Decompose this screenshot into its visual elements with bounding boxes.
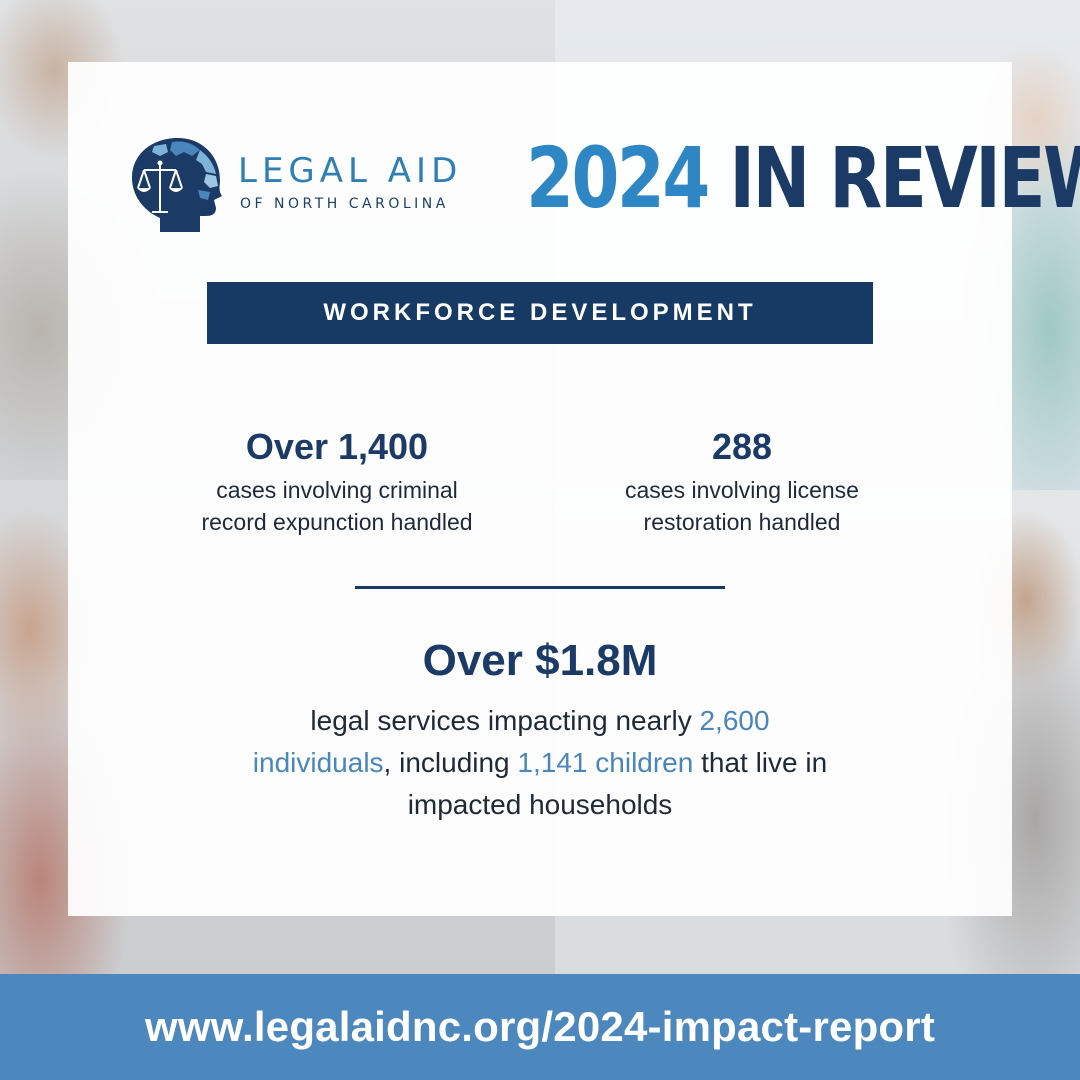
content-card: LEGAL AID OF NORTH CAROLINA 2024 IN REVI… [68,62,1080,916]
stat-description: cases involving license restoration hand… [555,474,929,538]
stat-description-line: cases involving criminal [216,477,458,503]
headline-stat-description: legal services impacting nearly 2,600 in… [128,700,952,826]
divider [355,586,725,589]
logo-subtitle: OF NORTH CAROLINA [240,196,449,212]
stat-value: 288 [711,426,773,467]
logo-name: LEGAL AID [238,151,463,191]
description-text: impacted households [407,789,673,820]
highlighted-text: individuals [252,747,384,778]
footer-bar: www.legalaidnc.org/2024-impact-report [0,974,1080,1080]
page-title: 2024 IN REVIEW [526,136,1080,220]
stat-expunction: Over 1,400 cases involving criminal reco… [150,426,524,538]
stat-description-line: record expunction handled [201,509,473,535]
footer-url: www.legalaidnc.org/2024-impact-report [144,1003,936,1050]
description-text: that live in [693,747,828,778]
section-banner-label: WORKFORCE DEVELOPMENT [323,299,757,326]
stat-description-line: cases involving license [625,477,859,503]
stat-value: Over 1,400 [245,426,429,467]
highlighted-number: 1,141 children [517,747,694,778]
stat-description-line: restoration handled [643,509,841,535]
description-text: legal services impacting nearly [310,705,700,736]
head-with-scales-of-justice-icon [132,138,222,232]
title-year: 2024 [526,129,710,227]
description-text: , including [383,747,518,778]
headline-stat: Over $1.8M legal services impacting near… [128,636,952,826]
section-banner: WORKFORCE DEVELOPMENT [207,282,873,344]
stat-license-restoration: 288 cases involving license restoration … [555,426,929,538]
highlighted-number: 2,600 [699,705,770,736]
stat-description: cases involving criminal record expuncti… [150,474,524,538]
title-text: IN REVIEW [729,129,1080,227]
headline-stat-value: Over $1.8M [422,636,658,685]
legal-aid-logo: LEGAL AID OF NORTH CAROLINA [126,134,486,234]
